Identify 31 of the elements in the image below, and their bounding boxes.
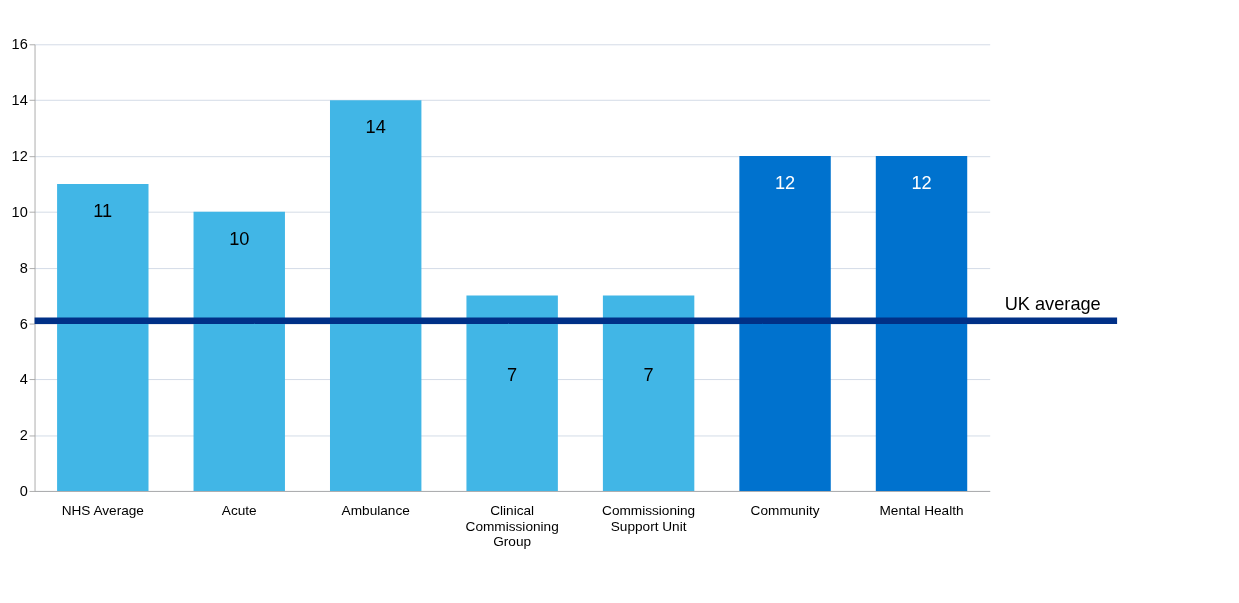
bar <box>739 156 831 491</box>
y-tick-label: 6 <box>19 315 28 332</box>
data-label: 12 <box>774 172 796 193</box>
data-label: 10 <box>229 228 250 249</box>
x-tick-label: Commissioning Support Unit <box>602 503 696 534</box>
y-tick-label: 10 <box>11 203 28 220</box>
x-tick-label: Mental Health <box>879 503 964 519</box>
x-tick-label: Community <box>750 503 820 519</box>
y-tick-label: 2 <box>19 427 28 444</box>
bar <box>466 295 558 491</box>
data-label: 14 <box>365 116 386 137</box>
y-tick-label: 12 <box>11 148 28 165</box>
ref-line-label: UK average <box>1004 293 1101 314</box>
data-label: 7 <box>643 364 654 385</box>
x-tick-label: Clinical Commissioning Group <box>465 503 559 550</box>
y-tick-label: 14 <box>11 92 28 109</box>
data-label: 12 <box>911 172 932 193</box>
data-label: 7 <box>507 364 518 385</box>
y-tick-label: 8 <box>19 259 28 276</box>
x-tick-label: Acute <box>221 503 257 519</box>
y-tick-label: 16 <box>11 36 28 53</box>
bar <box>329 100 422 491</box>
bar <box>193 211 285 491</box>
bar <box>875 156 968 491</box>
y-tick-label: 4 <box>19 371 28 388</box>
y-tick-label: 0 <box>19 483 28 499</box>
bar <box>57 183 149 491</box>
bar <box>602 295 695 491</box>
x-tick-label: Ambulance <box>341 503 410 519</box>
x-tick-label: NHS Average <box>61 503 144 519</box>
data-label: 11 <box>93 200 113 221</box>
